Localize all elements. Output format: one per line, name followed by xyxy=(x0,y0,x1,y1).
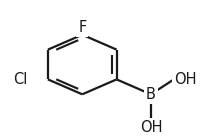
Text: Cl: Cl xyxy=(14,72,28,87)
Text: B: B xyxy=(146,87,156,102)
Text: OH: OH xyxy=(140,120,162,135)
Text: OH: OH xyxy=(174,72,196,87)
Text: F: F xyxy=(78,20,86,35)
